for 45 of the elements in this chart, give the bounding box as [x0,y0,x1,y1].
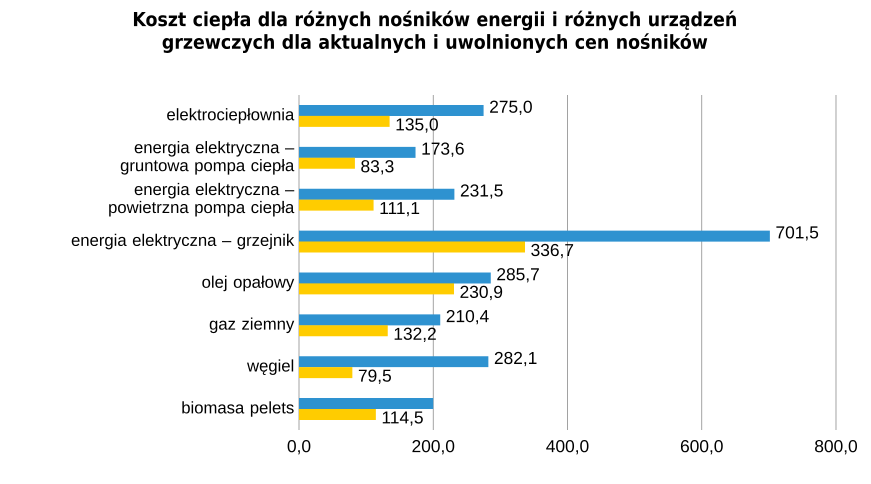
bar [299,200,374,211]
x-tick-label: 600,0 [680,440,723,454]
y-tick-label: energia elektryczna – powietrzna pompa ciepła [109,182,294,216]
bar [299,325,388,336]
y-tick-label: elektrociepłownia [167,108,294,124]
data-label: 285,7 [497,268,539,282]
data-label: 231,5 [460,184,503,199]
chart-title: Koszt ciepła dla różnych nośników energii i różnych urządzeń grzewczych dla aktualnych i uwolnionych cen nośników [134,10,736,53]
data-label: 83,3 [361,160,394,174]
y-tick-label: energia elektryczna – gruntowa pompa ciepła [120,141,294,175]
data-label: 79,5 [358,370,391,384]
y-tick-label: biomasa pelets [182,401,294,417]
data-label: 114,5 [382,411,423,426]
bar [299,356,488,368]
bar [299,314,440,326]
y-tick-label: gaz ziemny [210,318,294,334]
bar [299,409,376,420]
bar [299,116,390,127]
data-label: 282,1 [494,352,536,366]
data-label: 135,0 [396,118,438,133]
bar [299,283,454,294]
y-tick-label: węgiel [247,359,294,375]
x-tick-label: 400,0 [546,440,589,454]
data-label: 336,7 [531,244,574,258]
bar [299,146,416,158]
y-tick-label: olej opałowy [202,276,294,292]
bar [299,242,526,253]
data-label: 210,4 [446,310,489,324]
data-label: 275,0 [490,100,532,115]
x-tick-label: 800,0 [815,440,858,454]
bar [299,272,491,284]
bar [299,398,434,410]
x-tick-label: 0,0 [288,440,310,454]
bar [299,367,352,378]
bar [299,158,355,169]
bar [299,230,770,242]
bar [299,188,454,200]
data-label: 111,1 [380,202,420,216]
x-tick-label: 200,0 [412,440,454,454]
bar [299,104,484,116]
data-label: 230,9 [460,286,502,300]
y-tick-label: energia elektryczna – grzejnik [72,234,294,250]
data-label: 132,2 [394,328,436,342]
data-label: 701,5 [776,226,818,241]
data-label: 173,6 [422,142,464,157]
